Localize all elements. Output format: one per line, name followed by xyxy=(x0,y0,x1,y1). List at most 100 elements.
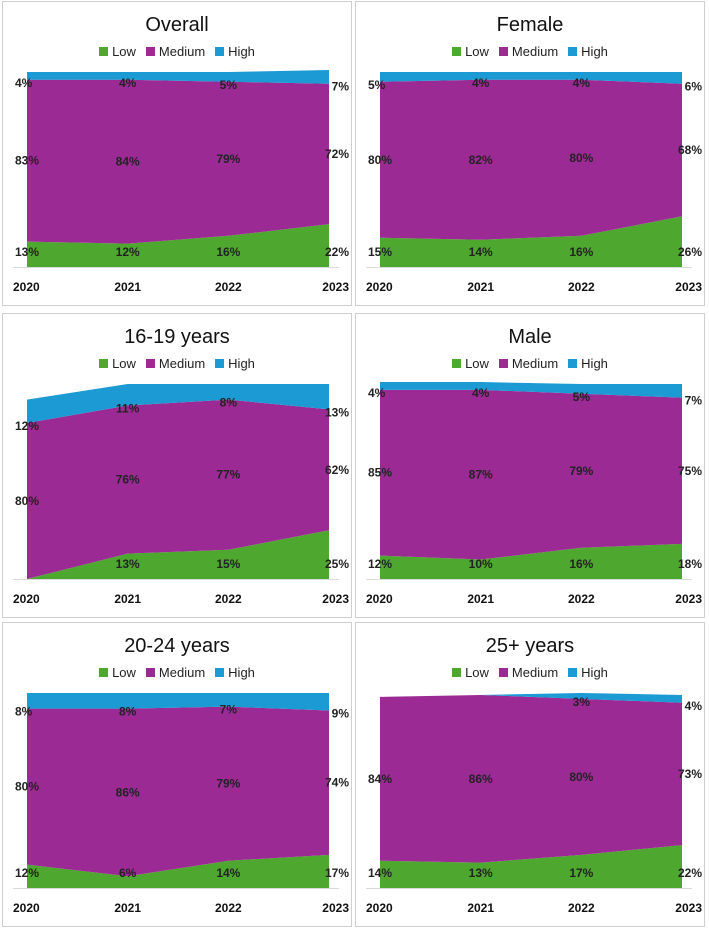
area-chart: 12% 6% 14% 17% 80% 86% 79% 74% 8% 8% 7% 9% 2020 2021 2… xyxy=(13,693,350,915)
chart-legend: Low Medium High xyxy=(3,43,351,59)
chart-title: 20-24 years xyxy=(124,635,230,657)
legend-item-low: Low xyxy=(452,356,489,371)
area-low xyxy=(27,854,329,888)
data-label-low: 22% xyxy=(325,245,349,259)
data-label-medium: 80% xyxy=(569,151,593,165)
area-medium xyxy=(380,389,682,560)
data-label-medium: 75% xyxy=(678,464,702,478)
data-label-low: 16% xyxy=(569,245,593,259)
area-high xyxy=(380,382,682,398)
chart-title: 16-19 years xyxy=(124,326,230,348)
legend-swatch xyxy=(498,358,508,368)
x-tick-label: 2023 xyxy=(675,901,702,915)
chart-panel-overall: Overall Low Medium High 13% 12% 16% 22% 83% 84% 79… xyxy=(2,1,352,306)
data-label-medium: 79% xyxy=(216,777,240,791)
data-label-low: 15% xyxy=(216,557,240,571)
area-chart: 12% 10% 16% 18% 85% 87% 79% 75% 4% 4% 5% 7% 2020 2021… xyxy=(366,382,702,606)
data-label-medium: 82% xyxy=(469,153,493,167)
legend-label: High xyxy=(581,664,608,680)
legend-item-medium: Medium xyxy=(145,355,206,371)
chart-legend: Low Medium High xyxy=(3,664,351,680)
x-tick-label: 2022 xyxy=(215,280,242,294)
data-label-medium: 86% xyxy=(469,772,493,786)
x-tick-label: 2022 xyxy=(215,901,242,915)
legend-swatch xyxy=(215,46,225,56)
data-label-medium: 72% xyxy=(325,147,349,161)
area-medium xyxy=(380,79,682,240)
data-label-high: 6% xyxy=(685,80,703,94)
data-label-high: 5% xyxy=(368,78,386,92)
area-low xyxy=(27,530,329,579)
legend-swatch xyxy=(215,667,225,677)
x-tick-label: 2022 xyxy=(215,592,242,606)
data-label-high: 5% xyxy=(573,390,591,404)
data-label-low: 26% xyxy=(678,245,702,259)
data-label-medium: 84% xyxy=(368,772,392,786)
data-label-medium: 73% xyxy=(678,767,702,781)
data-label-medium: 74% xyxy=(325,776,349,790)
area-medium xyxy=(27,79,329,244)
data-label-high: 9% xyxy=(332,707,350,721)
area-chart: 14% 13% 17% 22% 84% 86% 80% 73% 3% 4% 2020 2021 2022… xyxy=(366,693,702,915)
x-tick-label: 2021 xyxy=(114,592,141,606)
x-tick-label: 2020 xyxy=(366,280,393,294)
data-label-high: 7% xyxy=(332,80,350,94)
data-label-low: 13% xyxy=(469,866,493,880)
legend-label: High xyxy=(228,355,255,371)
data-label-low: 13% xyxy=(116,557,140,571)
data-label-low: 12% xyxy=(15,866,39,880)
data-label-high: 4% xyxy=(15,76,33,90)
data-label-low: 13% xyxy=(15,245,39,259)
data-label-low: 16% xyxy=(569,557,593,571)
legend-label: Medium xyxy=(158,664,206,680)
data-label-medium: 86% xyxy=(116,785,140,799)
legend-swatch xyxy=(568,358,578,368)
x-tick-label: 2021 xyxy=(467,280,494,294)
legend-item-medium: Medium xyxy=(145,664,206,680)
legend-item-low: Low xyxy=(99,665,136,680)
area-medium xyxy=(27,399,329,579)
legend-item-medium: Medium xyxy=(498,664,559,680)
legend-item-high: High xyxy=(568,356,608,371)
legend-item-medium: Medium xyxy=(145,44,205,59)
data-label-high: 7% xyxy=(220,703,238,717)
x-tick-label: 2021 xyxy=(114,901,141,915)
legend-swatch xyxy=(99,358,109,368)
chart-title: Male xyxy=(508,326,552,348)
data-label-medium: 79% xyxy=(216,152,240,166)
x-tick-label: 2020 xyxy=(13,280,40,294)
x-tick-label: 2020 xyxy=(13,592,40,606)
legend-label: Medium xyxy=(511,664,559,680)
x-tick-label: 2023 xyxy=(322,280,349,294)
legend-item-low: Low xyxy=(99,44,136,59)
legend-swatch xyxy=(145,667,155,677)
x-tick-label: 2022 xyxy=(568,280,595,294)
legend-swatch xyxy=(99,46,109,56)
data-label-high: 4% xyxy=(472,76,490,90)
data-label-medium: 62% xyxy=(325,463,349,477)
x-tick-label: 2023 xyxy=(322,592,349,606)
data-label-low: 6% xyxy=(119,866,137,880)
x-tick-label: 2023 xyxy=(675,280,702,294)
data-label-high: 4% xyxy=(472,386,490,400)
area-high xyxy=(27,70,329,84)
legend-item-medium: Medium xyxy=(498,43,559,59)
data-label-high: 8% xyxy=(220,396,238,410)
legend-item-high: High xyxy=(215,665,255,680)
data-label-medium: 80% xyxy=(15,780,39,794)
x-tick-label: 2022 xyxy=(568,592,595,606)
data-label-high: 3% xyxy=(573,695,591,709)
data-label-high: 11% xyxy=(116,401,140,415)
legend-label: Low xyxy=(112,664,136,680)
x-tick-label: 2023 xyxy=(322,901,349,915)
area-medium xyxy=(27,706,329,877)
legend-label: Low xyxy=(112,355,136,371)
legend-label: Medium xyxy=(511,43,559,59)
chart-panel-female: Female Low Medium High 15% 14% 16% 26% 80% 82% 80%… xyxy=(355,1,705,306)
data-label-high: 4% xyxy=(119,76,137,90)
chart-panel-male: Male Low Medium High 12% 10% 16% 18% 85% 87% 79% 75… xyxy=(355,313,705,618)
legend-label: Low xyxy=(112,43,136,59)
legend-label: Medium xyxy=(158,355,206,371)
data-label-low: 10% xyxy=(469,557,493,571)
data-label-low: 14% xyxy=(469,245,493,259)
